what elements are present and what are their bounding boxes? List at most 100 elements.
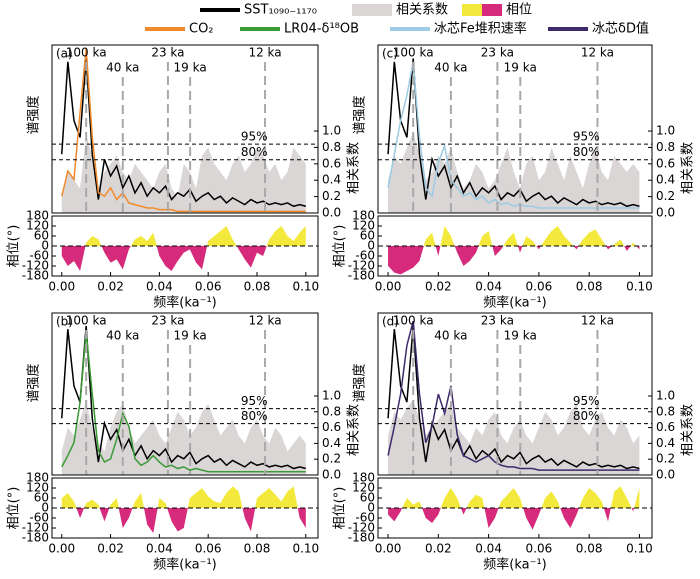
period-label: 40 ka (434, 329, 467, 343)
y3-tick-label: 180 (26, 209, 49, 223)
y3-tick-label: -60 (29, 249, 49, 263)
y3-tick-label: -120 (348, 259, 375, 273)
phase-negative (61, 508, 306, 533)
period-label: 100 ka (66, 46, 107, 60)
legend-swatch (240, 27, 280, 31)
y3-tick-label: 60 (34, 229, 49, 243)
x-tick-label: 0.06 (195, 542, 222, 556)
y3-tick-label: 60 (360, 491, 375, 505)
legend-label: 冰芯δD值 (592, 21, 649, 37)
level-label: 95% (241, 394, 268, 408)
legend-swatch (145, 27, 185, 31)
x-tick-label: 0.08 (244, 542, 271, 556)
y3-tick-label: 60 (34, 491, 49, 505)
x-tick-label: 0.02 (425, 280, 452, 294)
y3-tick-label: 180 (352, 209, 375, 223)
y3-tick-label: 0 (367, 239, 375, 253)
y3-tick-label: -120 (22, 521, 49, 535)
spectrum-frame (377, 44, 653, 214)
level-label: 95% (573, 130, 600, 144)
y2-tick-label: 0.8 (322, 404, 341, 418)
period-label: 12 ka (248, 46, 281, 60)
legend-swatch (390, 27, 430, 31)
y3-tick-label: 120 (26, 481, 49, 495)
legend-swatch (352, 4, 392, 16)
period-label: 12 ka (581, 46, 614, 60)
y2-tick-label: 1.0 (322, 124, 341, 138)
y3-tick-label: 120 (26, 219, 49, 233)
y2-tick-label: 0.0 (322, 468, 341, 482)
y2-tick-label: 0.4 (322, 436, 341, 450)
x-tick-label: 0.00 (375, 280, 402, 294)
y2-tick-label: 0.0 (656, 206, 675, 220)
period-label: 19 ka (174, 61, 207, 75)
spectrum-plot (387, 58, 640, 213)
period-label: 40 ka (106, 61, 139, 75)
period-label: 23 ka (151, 314, 184, 328)
spectrum-frame (51, 44, 319, 214)
phase-positive (61, 226, 306, 246)
legend-label: 相关系数 (396, 3, 448, 18)
x-tick-label: 0.00 (48, 280, 75, 294)
x-tick-label: 0.04 (475, 280, 502, 294)
legend-label: CO₂ (189, 22, 214, 37)
x-tick-label: 0.06 (526, 280, 553, 294)
x-tick-label: 0.04 (146, 280, 173, 294)
period-label: 100 ka (393, 314, 434, 328)
coherence-area (61, 135, 306, 213)
level-label: 80% (241, 409, 268, 423)
y-axis-label: 谱强度 (26, 95, 42, 134)
legend-label: SST₁₀₉₀₋₁₁₇₀ (244, 3, 317, 18)
spectrum-plot (387, 320, 640, 475)
legend-swatch (200, 8, 240, 12)
x-tick-label: 0.00 (375, 542, 402, 556)
period-label: 19 ka (174, 329, 207, 343)
y-axis-label: 谱强度 (352, 95, 368, 134)
coherence-area (388, 132, 640, 213)
phase-positive (61, 486, 306, 508)
y3-tick-label: 0 (367, 501, 375, 515)
period-label: 23 ka (481, 314, 514, 328)
x-tick-label: 0.06 (195, 280, 222, 294)
legend-swatch (482, 4, 502, 16)
y3-tick-label: -120 (348, 521, 375, 535)
y2-tick-label: 0.8 (656, 404, 675, 418)
spectrum-line (61, 48, 306, 213)
y3-tick-label: 120 (352, 219, 375, 233)
period-label: 23 ka (481, 46, 514, 60)
y2-tick-label: 1.0 (656, 388, 675, 402)
x-tick-label: 0.10 (626, 280, 653, 294)
y2-tick-label: 0.8 (322, 140, 341, 154)
y2-tick-label: 0.2 (656, 189, 675, 203)
spectrum-plot (61, 325, 306, 475)
x-tick-label: 0.08 (576, 280, 603, 294)
period-label: 40 ka (106, 329, 139, 343)
y2-tick-label: 0.6 (322, 156, 341, 170)
level-label: 95% (241, 130, 268, 144)
y3-tick-label: -180 (348, 269, 375, 283)
phase-negative (388, 246, 640, 275)
x-tick-label: 0.04 (146, 542, 173, 556)
y2-tick-label: 0.2 (322, 189, 341, 203)
y2-tick-label: 0.4 (322, 173, 341, 187)
y3-axis-label: 相位(°) (333, 487, 348, 530)
x-tick-label: 0.10 (292, 542, 319, 556)
phase-positive (388, 486, 640, 508)
panel-label: (d) (382, 315, 399, 329)
y3-tick-label: 180 (26, 471, 49, 485)
coherence-area (61, 402, 306, 475)
x-tick-label: 0.02 (97, 542, 124, 556)
y2-tick-label: 0.0 (322, 206, 341, 220)
y2-tick-label: 0.6 (322, 420, 341, 434)
y2-tick-label: 0.0 (656, 468, 675, 482)
y2-tick-label: 0.2 (656, 452, 675, 466)
y2-tick-label: 0.6 (656, 420, 675, 434)
y3-tick-label: -60 (29, 511, 49, 525)
y2-axis-label: 相关系数 (347, 142, 362, 194)
level-label: 80% (241, 145, 268, 159)
x-tick-label: 0.02 (425, 542, 452, 556)
level-label: 80% (573, 145, 600, 159)
y2-tick-label: 1.0 (322, 388, 341, 402)
period-label: 40 ka (434, 61, 467, 75)
